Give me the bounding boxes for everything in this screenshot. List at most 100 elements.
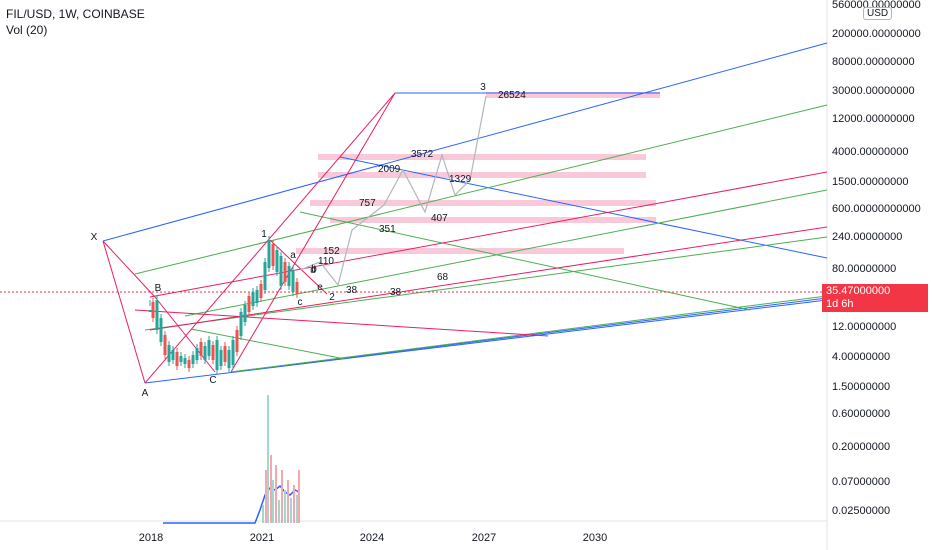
volume-layer — [163, 395, 300, 524]
candle-body — [235, 330, 239, 352]
candle-body — [163, 335, 167, 355]
trend-line[interactable] — [134, 104, 828, 275]
volume-bar — [278, 500, 280, 523]
volume-bar — [270, 455, 272, 523]
price-axis[interactable]: 560000.00000000 200000.00000000 80000.0000… — [832, 0, 921, 517]
trend-line[interactable] — [269, 239, 328, 295]
trend-line[interactable] — [144, 92, 396, 384]
volume-bar — [287, 480, 289, 523]
volume-bar — [272, 480, 274, 523]
candle-body — [263, 262, 267, 290]
volume-bar — [267, 395, 269, 523]
candle-body — [151, 302, 155, 318]
wave-point-label: d — [310, 265, 316, 276]
time-axis[interactable]: 2018 2021 2024 2027 2030 — [139, 532, 607, 544]
candle-body — [267, 240, 271, 268]
trend-line[interactable] — [102, 42, 828, 242]
candle-body — [291, 270, 295, 292]
trend-line[interactable] — [102, 240, 146, 384]
price-tick-label: 1.50000000 — [832, 381, 890, 393]
candle-body — [227, 350, 231, 368]
wave-point-label: c — [298, 297, 303, 308]
candle-body — [271, 244, 275, 266]
price-tick-label: 600.00000000000 — [832, 203, 921, 215]
chart-legend: FIL/USD, 1W, COINBASE Vol (20) — [6, 6, 145, 38]
volume-bar — [281, 470, 283, 523]
current-price-badge: 35.47000000 1d 6h — [822, 284, 928, 312]
candle-body — [251, 292, 255, 306]
volume-bar — [293, 485, 295, 523]
projection-label: 110 — [318, 256, 334, 267]
candle-body — [171, 350, 175, 360]
wave-point-label: e — [317, 282, 323, 293]
trend-line[interactable] — [102, 240, 156, 298]
volume-bar — [275, 465, 277, 523]
volume-bar — [265, 470, 267, 523]
trend-line[interactable] — [149, 226, 828, 331]
projection-label: 68 — [437, 272, 449, 283]
time-tick-label: 2024 — [360, 532, 384, 544]
trend-line[interactable] — [149, 171, 828, 298]
volume-indicator-label[interactable]: Vol (20) — [6, 23, 48, 37]
candle-body — [219, 350, 223, 366]
wave-point-label: B — [155, 283, 162, 294]
price-tick-label: 560000.00000000 — [832, 0, 921, 11]
volume-bar — [290, 498, 292, 523]
candle-body — [191, 355, 195, 364]
trend-line[interactable] — [144, 236, 828, 331]
trend-line[interactable] — [230, 295, 828, 373]
drawings-layer — [0, 42, 828, 384]
projection-label: 407 — [431, 213, 448, 224]
projection-label: 757 — [359, 198, 376, 209]
trend-line[interactable] — [299, 211, 751, 311]
trend-line[interactable] — [184, 189, 828, 317]
candle-body — [275, 250, 279, 272]
volume-bar — [262, 505, 264, 523]
trend-line[interactable] — [339, 156, 828, 259]
candle-body — [175, 352, 179, 366]
time-tick-label: 2030 — [583, 532, 607, 544]
target-zone — [310, 200, 656, 206]
trend-line[interactable] — [190, 328, 346, 360]
candle-body — [148, 310, 152, 312]
projection-label: 351 — [379, 224, 396, 235]
price-tick-label: 0.07000000 — [832, 476, 890, 488]
trend-line[interactable] — [230, 92, 396, 373]
price-tick-label: 1500.00000000 — [832, 176, 908, 188]
symbol-title: FIL/USD, 1W, COINBASE — [6, 7, 145, 21]
candle-body — [207, 340, 211, 356]
price-tick-label: 0.20000000 — [832, 441, 890, 453]
price-tick-label: 4000.00000000 — [832, 146, 908, 158]
candle-body — [243, 305, 247, 322]
target-zone — [296, 248, 624, 254]
trend-line[interactable] — [144, 299, 828, 384]
volume-bar — [284, 490, 286, 523]
wave-point-label: A — [142, 388, 149, 399]
projection-label: 38 — [390, 287, 402, 298]
candle-body — [239, 312, 243, 336]
candle-body — [195, 348, 199, 360]
projection-label: 38 — [346, 285, 358, 296]
volume-bar — [296, 495, 298, 523]
candle-body — [259, 284, 263, 298]
projection-label: 2009 — [378, 164, 401, 175]
current-price-value: 35.47000000 — [826, 285, 891, 297]
currency-badge[interactable]: USD — [863, 7, 893, 20]
volume-bar — [298, 470, 300, 523]
candle-body — [167, 345, 171, 362]
wave-point-label: a — [290, 250, 296, 261]
price-tick-label: 30000.00000000 — [832, 85, 915, 97]
wave-point-label: 3 — [480, 82, 486, 93]
candle-body — [199, 342, 203, 356]
price-tick-label: 0.60000000 — [832, 408, 890, 420]
time-tick-label: 2018 — [139, 532, 163, 544]
wave-point-label: C — [209, 375, 216, 386]
time-tick-label: 2027 — [472, 532, 496, 544]
wave-point-label: 2 — [329, 292, 335, 303]
time-tick-label: 2021 — [250, 532, 274, 544]
price-tick-label: 0.02500000 — [832, 505, 890, 517]
candle-body — [287, 266, 291, 286]
candle-body — [203, 346, 207, 360]
